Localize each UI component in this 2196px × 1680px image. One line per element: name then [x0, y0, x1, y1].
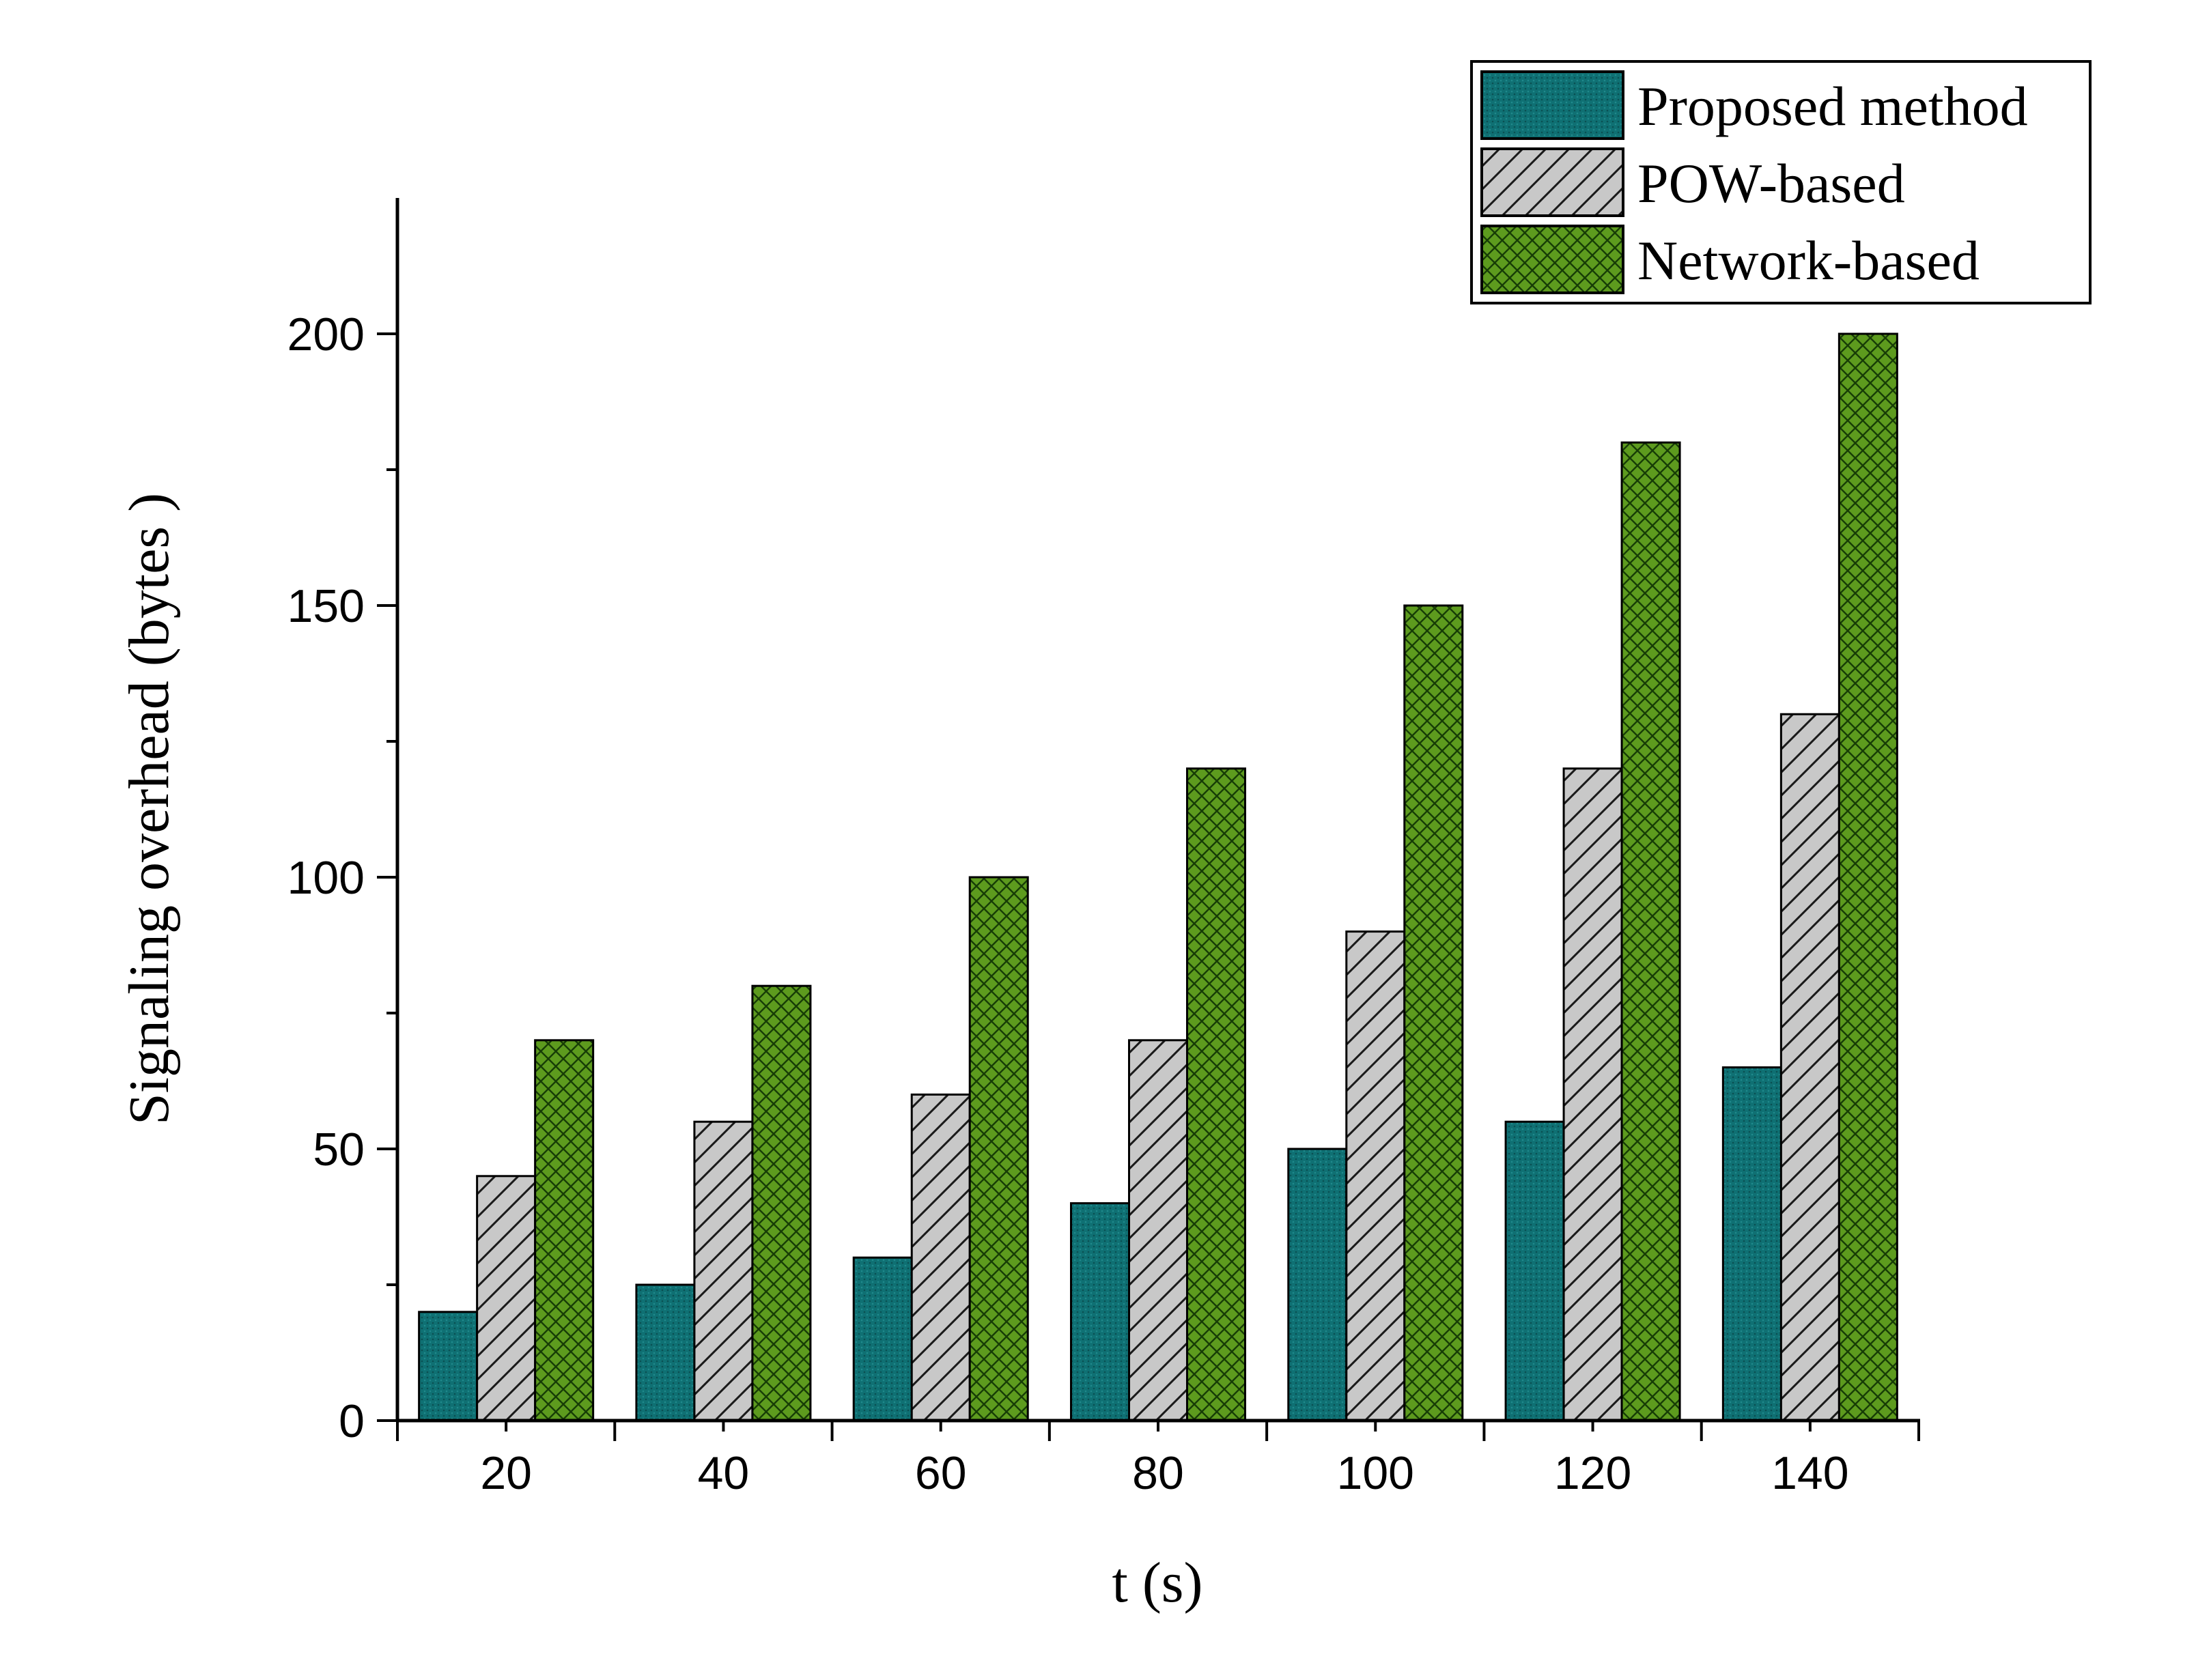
bar-pow-based-20 — [476, 1175, 537, 1422]
y-tick-label: 100 — [287, 852, 365, 904]
legend-swatch — [1480, 225, 1624, 294]
bar-pow-based-60 — [910, 1093, 971, 1422]
bar-network-based-80 — [1186, 767, 1246, 1422]
bar-pow-based-140 — [1779, 713, 1840, 1422]
bar-network-based-100 — [1403, 604, 1464, 1422]
x-tick-label: 80 — [1132, 1447, 1184, 1499]
bars-layer — [418, 332, 1898, 1422]
x-tick-label: 40 — [698, 1447, 750, 1499]
y-tick-label: 200 — [287, 309, 365, 360]
bar-proposed-method-20 — [418, 1311, 479, 1422]
bar-proposed-method-120 — [1504, 1120, 1565, 1422]
legend-swatch — [1480, 147, 1624, 217]
bar-proposed-method-100 — [1287, 1148, 1348, 1422]
x-axis-title: t (s) — [1112, 1551, 1203, 1614]
bar-network-based-40 — [751, 984, 812, 1422]
bar-pow-based-40 — [693, 1120, 754, 1422]
legend-label: Network-based — [1637, 229, 1980, 291]
bar-proposed-method-40 — [635, 1283, 696, 1422]
x-tick-label: 100 — [1337, 1447, 1414, 1499]
bar-proposed-method-140 — [1721, 1066, 1782, 1422]
x-tick-label: 140 — [1771, 1447, 1848, 1499]
x-tick-label: 20 — [480, 1447, 532, 1499]
bar-network-based-140 — [1838, 332, 1898, 1422]
bar-pow-based-120 — [1562, 767, 1623, 1422]
bar-proposed-method-80 — [1070, 1202, 1130, 1422]
y-tick-label: 0 — [339, 1395, 365, 1447]
y-tick-label: 50 — [313, 1124, 365, 1176]
legend-swatch — [1480, 70, 1624, 140]
x-axis-ticks: 20 40 60 80 100 120 140 — [396, 1421, 1920, 1499]
legend: Proposed method POW-based Network-based — [1470, 60, 2092, 304]
x-tick-label: 120 — [1554, 1447, 1631, 1499]
bar-network-based-120 — [1620, 441, 1681, 1422]
legend-label: Proposed method — [1637, 75, 2028, 137]
bar-pow-based-80 — [1128, 1039, 1188, 1422]
y-tick-label: 150 — [287, 580, 365, 632]
bar-proposed-method-60 — [852, 1256, 913, 1422]
bar-network-based-60 — [968, 876, 1029, 1422]
bar-network-based-20 — [534, 1039, 595, 1422]
y-axis-ticks: 0 50 100 150 200 — [287, 309, 397, 1447]
legend-label: POW-based — [1637, 152, 1905, 214]
y-axis-title: Signaling overhead (bytes ) — [117, 493, 181, 1125]
x-tick-label: 60 — [915, 1447, 967, 1499]
bar-pow-based-100 — [1345, 930, 1406, 1422]
